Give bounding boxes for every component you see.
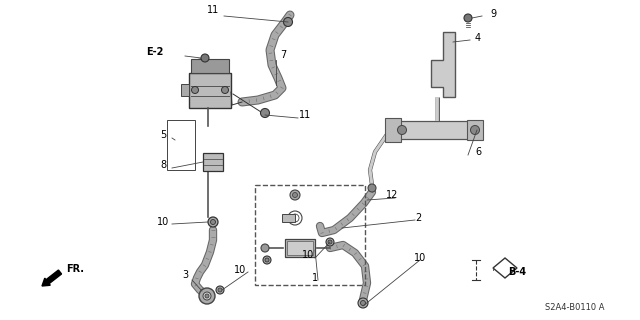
Circle shape: [205, 294, 209, 298]
Bar: [181, 84, 189, 96]
Text: B-4: B-4: [508, 267, 526, 277]
Circle shape: [218, 288, 222, 292]
Bar: [189, 73, 231, 108]
FancyArrow shape: [42, 270, 61, 286]
Circle shape: [358, 298, 368, 308]
Circle shape: [261, 244, 269, 252]
Circle shape: [360, 300, 365, 306]
Circle shape: [284, 18, 292, 27]
Circle shape: [470, 125, 479, 134]
Circle shape: [368, 184, 376, 192]
Text: 12: 12: [386, 190, 398, 200]
Text: 3: 3: [182, 270, 188, 280]
Circle shape: [265, 258, 269, 262]
Circle shape: [208, 217, 218, 227]
Bar: [282, 214, 295, 222]
Text: 10: 10: [234, 265, 246, 275]
Polygon shape: [493, 258, 517, 278]
Circle shape: [191, 86, 198, 93]
Text: S2A4-B0110 A: S2A4-B0110 A: [545, 303, 605, 313]
Text: 10: 10: [302, 250, 314, 260]
Circle shape: [199, 288, 215, 304]
Circle shape: [211, 220, 216, 225]
Circle shape: [328, 240, 332, 244]
Text: 1: 1: [312, 273, 318, 283]
Text: 5: 5: [160, 130, 166, 140]
Circle shape: [201, 54, 209, 62]
Circle shape: [326, 238, 334, 246]
Bar: [255, 185, 365, 285]
Circle shape: [260, 108, 269, 117]
Circle shape: [290, 190, 300, 200]
Text: 9: 9: [490, 9, 496, 19]
Bar: [167, 120, 195, 170]
Text: 4: 4: [475, 33, 481, 43]
Text: 11: 11: [299, 110, 311, 120]
Bar: [287, 241, 313, 255]
Circle shape: [203, 292, 211, 300]
Circle shape: [263, 256, 271, 264]
Text: 11: 11: [207, 5, 219, 15]
Text: 2: 2: [415, 213, 421, 223]
Circle shape: [464, 14, 472, 22]
Bar: [285, 239, 315, 257]
Bar: [467, 120, 483, 140]
Bar: [191, 59, 229, 73]
Text: 6: 6: [475, 147, 481, 157]
Circle shape: [216, 286, 224, 294]
Circle shape: [397, 125, 406, 134]
Text: 10: 10: [157, 217, 169, 227]
Polygon shape: [431, 32, 455, 97]
Text: 10: 10: [414, 253, 426, 263]
Text: 8: 8: [160, 160, 166, 170]
Bar: [385, 118, 401, 142]
Circle shape: [221, 86, 228, 93]
Bar: [390, 121, 475, 139]
Text: 7: 7: [280, 50, 286, 60]
Circle shape: [292, 193, 298, 197]
Bar: [203, 153, 223, 171]
Text: FR.: FR.: [66, 264, 84, 274]
Text: E-2: E-2: [147, 47, 164, 57]
